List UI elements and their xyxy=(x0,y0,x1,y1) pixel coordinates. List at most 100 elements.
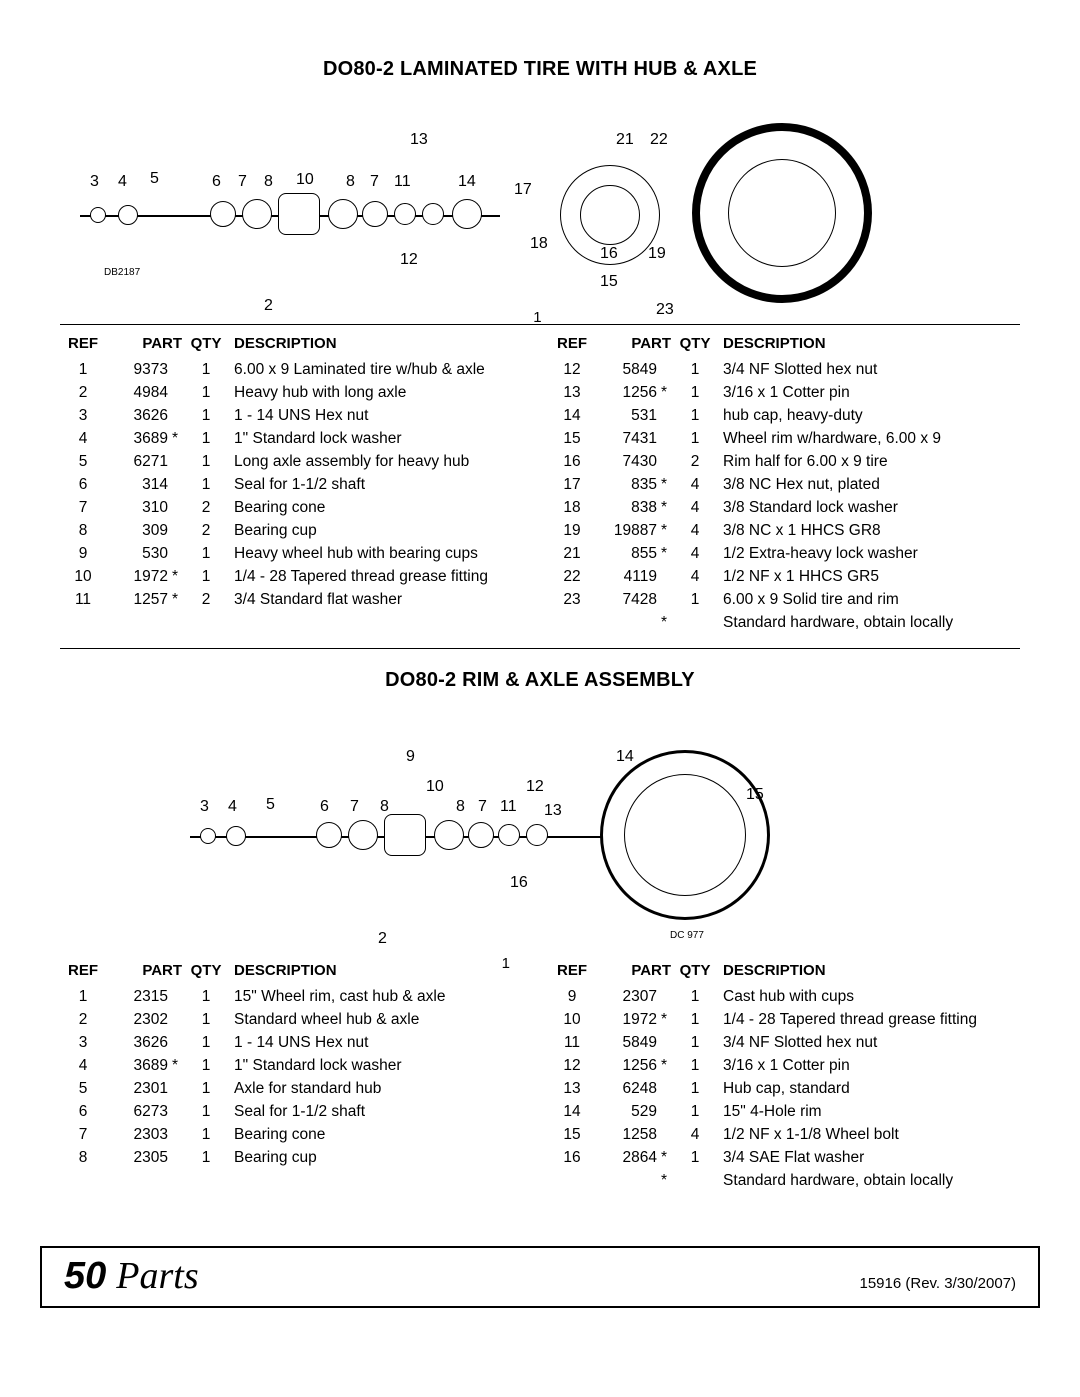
d1-l3: 3 xyxy=(90,173,99,191)
cell-qty: 1 xyxy=(673,1100,717,1123)
cell-ref: 22 xyxy=(549,565,595,588)
d2-l7b: 7 xyxy=(478,798,487,816)
d1-l14: 14 xyxy=(458,173,476,191)
d1-l2: 2 xyxy=(264,297,273,315)
d1-l15: 15 xyxy=(600,273,618,291)
doc-id: 15916 xyxy=(859,1275,901,1292)
cell-ref: 19 xyxy=(549,519,595,542)
cell-star xyxy=(170,473,184,496)
cell-part: 7431 xyxy=(595,427,659,450)
d1-l17: 17 xyxy=(514,181,532,199)
cell-qty: 1 xyxy=(673,427,717,450)
cell-part: 838 xyxy=(595,496,659,519)
cell-star: * xyxy=(659,1008,673,1031)
d2-dcnum: DC 977 xyxy=(670,930,704,941)
page-number: 50 xyxy=(64,1255,106,1298)
cell-desc: Hub cap, standard xyxy=(717,1077,1020,1100)
cell-desc: 1/4 - 28 Tapered thread grease fitting xyxy=(228,565,531,588)
cell-star xyxy=(659,1123,673,1146)
cell-desc: Bearing cone xyxy=(228,496,531,519)
cell-part: 1972 xyxy=(595,1008,659,1031)
cell-ref: 9 xyxy=(60,542,106,565)
cell-qty: 2 xyxy=(184,519,228,542)
section1-diagram: 3 4 5 6 7 8 10 8 7 11 13 14 12 2 17 18 2… xyxy=(60,95,1020,325)
cell-desc: 1/4 - 28 Tapered thread grease fitting xyxy=(717,1008,1020,1031)
cell-qty: 4 xyxy=(673,519,717,542)
d1-l23: 23 xyxy=(656,301,674,319)
table-row: 249841Heavy hub with long axle xyxy=(60,381,531,404)
cell-qty: 1 xyxy=(184,1008,228,1031)
th-part: PART xyxy=(106,958,184,985)
cell-part: 2307 xyxy=(595,985,659,1008)
d2-l2: 2 xyxy=(378,930,387,948)
th-qty: QTY xyxy=(673,958,717,985)
cell-qty: 1 xyxy=(184,1077,228,1100)
cell-ref: 7 xyxy=(60,496,106,519)
cell-part: 7430 xyxy=(595,450,659,473)
cell-part: 1972 xyxy=(106,565,170,588)
cell-qty: 1 xyxy=(184,542,228,565)
cell-star xyxy=(659,358,673,381)
table-row: 101972*11/4 - 28 Tapered thread grease f… xyxy=(549,1008,1020,1031)
table-row: 1674302Rim half for 6.00 x 9 tire xyxy=(549,450,1020,473)
cell-ref: 1 xyxy=(60,358,106,381)
table-row: 43689*11" Standard lock washer xyxy=(60,427,531,450)
th-part: PART xyxy=(106,331,184,358)
cell-ref: 2 xyxy=(60,1008,106,1031)
table-row: 1919887*43/8 NC x 1 HHCS GR8 xyxy=(549,519,1020,542)
cell-ref: 8 xyxy=(60,519,106,542)
table-row: 121256*13/16 x 1 Cotter pin xyxy=(549,1054,1020,1077)
cell-qty: 1 xyxy=(673,404,717,427)
d2-l13: 13 xyxy=(544,802,562,820)
cell-star xyxy=(170,450,184,473)
cell-desc: 1 - 14 UNS Hex nut xyxy=(228,1031,531,1054)
cell-desc: 3/4 NF Slotted hex nut xyxy=(717,1031,1020,1054)
cell-qty: 4 xyxy=(673,542,717,565)
cell-desc: 3/4 NF Slotted hex nut xyxy=(717,358,1020,381)
cell-ref: 16 xyxy=(549,450,595,473)
cell-star: * xyxy=(659,473,673,496)
cell-qty: 1 xyxy=(673,1008,717,1031)
cell-part: 1256 xyxy=(595,381,659,404)
cell-part: 7428 xyxy=(595,588,659,611)
section2-diagram: 3 4 5 6 7 8 9 10 8 7 11 12 13 14 15 16 2… xyxy=(60,706,1020,956)
table-row: 21855*41/2 Extra-heavy lock washer xyxy=(549,542,1020,565)
cell-qty: 1 xyxy=(673,1077,717,1100)
cell-ref: 18 xyxy=(549,496,595,519)
cell-star xyxy=(170,1077,184,1100)
cell-qty: 1 xyxy=(184,473,228,496)
d1-l13: 13 xyxy=(410,131,428,149)
table-row: 923071Cast hub with cups xyxy=(549,985,1020,1008)
section1-title: DO80-2 LAMINATED TIRE WITH HUB & AXLE xyxy=(60,58,1020,81)
cell-star xyxy=(170,1100,184,1123)
cell-desc: Seal for 1-1/2 shaft xyxy=(228,473,531,496)
d1-l19: 19 xyxy=(648,245,666,263)
cell-part: 309 xyxy=(106,519,170,542)
d1-l7a: 7 xyxy=(238,173,247,191)
cell-star: * xyxy=(170,588,184,611)
table-row: 63141Seal for 1-1/2 shaft xyxy=(60,473,531,496)
d1-l5: 5 xyxy=(150,170,159,188)
d2-l4: 4 xyxy=(228,798,237,816)
table-row: 3362611 - 14 UNS Hex nut xyxy=(60,404,531,427)
d2-l3: 3 xyxy=(200,798,209,816)
table-row: 17835*43/8 NC Hex nut, plated xyxy=(549,473,1020,496)
cell-desc: Rim half for 6.00 x 9 tire xyxy=(717,450,1020,473)
cell-desc: Bearing cup xyxy=(228,1146,531,1169)
section2-tables: REF PART QTY DESCRIPTION 12315115" Wheel… xyxy=(60,958,1020,1206)
cell-part: 1258 xyxy=(595,1123,659,1146)
cell-desc: Bearing cone xyxy=(228,1123,531,1146)
table-row: 18838*43/8 Standard lock washer xyxy=(549,496,1020,519)
cell-ref: 11 xyxy=(549,1031,595,1054)
cell-desc: Heavy hub with long axle xyxy=(228,381,531,404)
cell-part: 4119 xyxy=(595,565,659,588)
cell-ref: 9 xyxy=(549,985,595,1008)
cell-part: 529 xyxy=(595,1100,659,1123)
cell-part: 4984 xyxy=(106,381,170,404)
d1-marker-1: 1 xyxy=(533,309,541,326)
cell-star xyxy=(170,1146,184,1169)
cell-star: * xyxy=(170,1054,184,1077)
cell-qty xyxy=(673,1169,717,1192)
cell-star xyxy=(170,1031,184,1054)
cell-qty: 1 xyxy=(184,1054,228,1077)
